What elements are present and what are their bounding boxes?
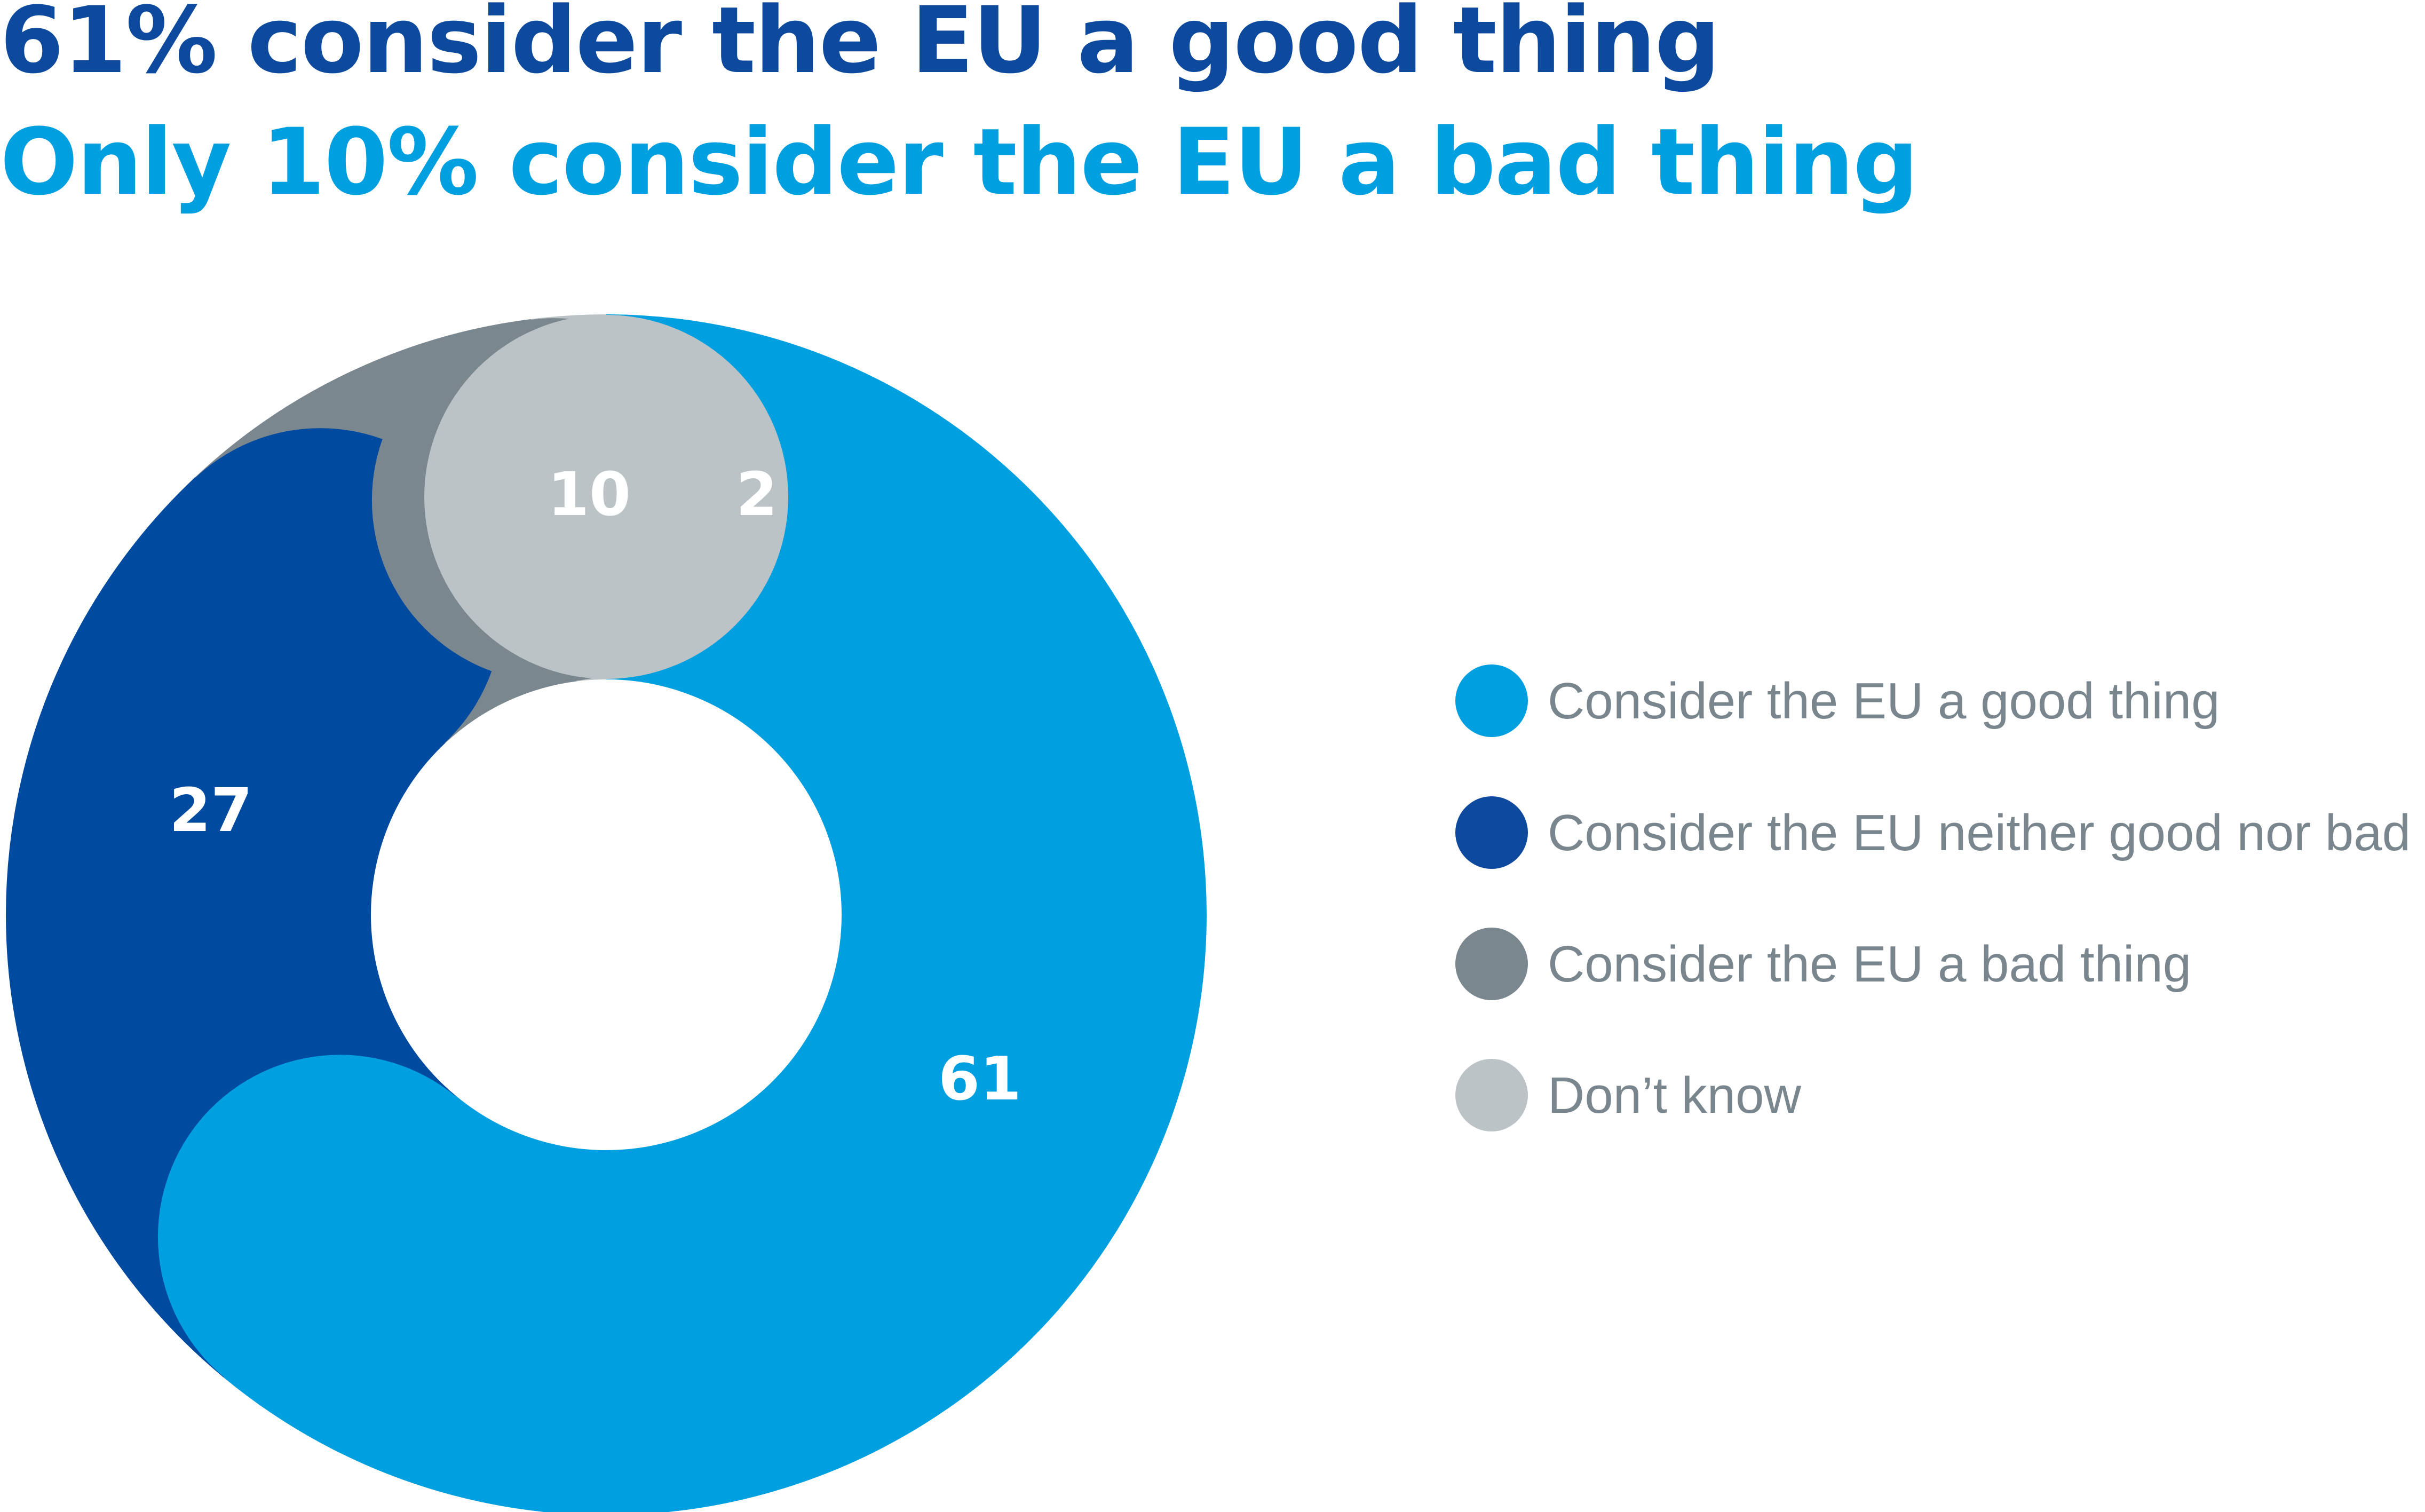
segment-cap-dont-know — [424, 315, 788, 679]
legend-label: Consider the EU a bad thing — [1548, 936, 2191, 993]
data-label-bad: 10 — [548, 460, 631, 529]
data-label-dont-know: 2 — [736, 460, 778, 529]
chart-subtitle: Only 10% consider the EU a bad thing — [0, 108, 1919, 216]
data-label-neither: 27 — [169, 776, 252, 845]
legend-item-bad: Consider the EU a bad thing — [1455, 928, 2191, 1000]
legend-item-dont-know: Don’t know — [1455, 1059, 1802, 1131]
segment-cap-good — [157, 1055, 522, 1419]
legend: Consider the EU a good thing Consider th… — [1455, 664, 2411, 1131]
legend-label: Don’t know — [1548, 1067, 1802, 1124]
data-label-good: 61 — [938, 1044, 1021, 1114]
legend-swatch — [1455, 928, 1528, 1000]
legend-item-good: Consider the EU a good thing — [1455, 664, 2220, 737]
legend-item-neither: Consider the EU neither good nor bad — [1455, 796, 2411, 869]
legend-label: Consider the EU neither good nor bad — [1548, 804, 2411, 861]
donut-segment-good — [224, 314, 1207, 1512]
legend-swatch — [1455, 796, 1528, 869]
legend-swatch — [1455, 664, 1528, 737]
legend-swatch — [1455, 1059, 1528, 1131]
chart-title: 61% consider the EU a good thing — [0, 0, 1721, 94]
donut-segment-caps — [138, 315, 788, 1419]
legend-label: Consider the EU a good thing — [1548, 672, 2220, 730]
